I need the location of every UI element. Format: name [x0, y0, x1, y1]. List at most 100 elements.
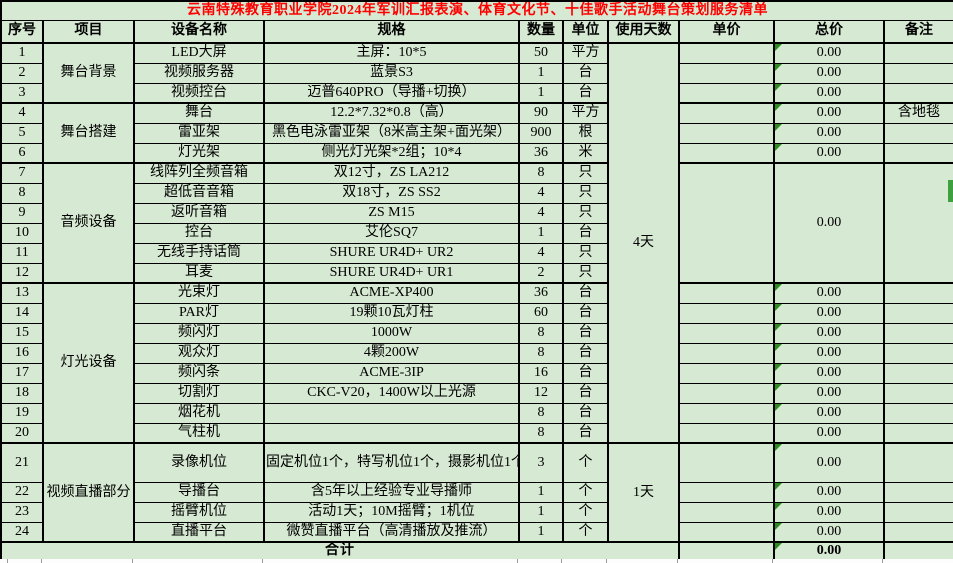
cell-total-price[interactable]: 0.00: [773, 422, 885, 444]
cell-spec[interactable]: 蓝景S3: [263, 62, 520, 84]
col-header-note[interactable]: 备注: [883, 19, 953, 44]
cell-note[interactable]: [883, 501, 953, 523]
cell-spec[interactable]: 迈普640PRO（导播+切换）: [263, 82, 520, 104]
cell-unit-price[interactable]: [678, 481, 775, 503]
cell-qty[interactable]: 1: [518, 82, 564, 104]
cell-unit[interactable]: 只: [562, 262, 609, 284]
cell-name[interactable]: PAR灯: [133, 302, 265, 324]
cell-unit-price[interactable]: [678, 82, 775, 104]
cell-name[interactable]: 录像机位: [133, 442, 265, 483]
footer-total-label[interactable]: 合计: [0, 541, 680, 561]
cell-note[interactable]: [883, 362, 953, 384]
cell-name[interactable]: 耳麦: [133, 262, 265, 284]
cell-qty[interactable]: 36: [518, 142, 564, 164]
cell-name[interactable]: 切割灯: [133, 382, 265, 404]
cell-total-price[interactable]: 0.00: [773, 42, 885, 64]
cell-days[interactable]: 4天: [607, 42, 680, 444]
cell-note[interactable]: [883, 322, 953, 344]
cell-qty[interactable]: 4: [518, 182, 564, 204]
cell-note[interactable]: [883, 162, 953, 284]
cell-category[interactable]: 舞台搭建: [42, 102, 135, 164]
cell-unit-price[interactable]: [678, 302, 775, 324]
cell-unit[interactable]: 根: [562, 122, 609, 144]
cell-total-price[interactable]: 0.00: [773, 442, 885, 483]
cell-qty[interactable]: 3: [518, 442, 564, 483]
cell-unit-price[interactable]: [678, 501, 775, 523]
cell-note[interactable]: [883, 442, 953, 483]
cell-name[interactable]: 视频服务器: [133, 62, 265, 84]
cell-qty[interactable]: 90: [518, 102, 564, 124]
cell-spec[interactable]: 微赞直播平台（高清播放及推流）: [263, 521, 520, 543]
cell-name[interactable]: 视频控台: [133, 82, 265, 104]
col-header-no[interactable]: 序号: [0, 19, 44, 44]
cell-category[interactable]: 音频设备: [42, 162, 135, 284]
cell-name[interactable]: 雷亚架: [133, 122, 265, 144]
cell-total-price[interactable]: 0.00: [773, 342, 885, 364]
cell-total-price[interactable]: 0.00: [773, 302, 885, 324]
cell-unit[interactable]: 台: [562, 82, 609, 104]
cell-no[interactable]: 8: [0, 182, 44, 204]
cell-no[interactable]: 12: [0, 262, 44, 284]
cell-qty[interactable]: 1: [518, 501, 564, 523]
cell-unit-price[interactable]: [678, 422, 775, 444]
cell-no[interactable]: 1: [0, 42, 44, 64]
cell-spec[interactable]: 活动1天；10M摇臂；1机位: [263, 501, 520, 523]
cell-spec[interactable]: 双18寸，ZS SS2: [263, 182, 520, 204]
cell-total-price[interactable]: 0.00: [773, 142, 885, 164]
cell-total-price[interactable]: 0.00: [773, 362, 885, 384]
cell-category[interactable]: 灯光设备: [42, 282, 135, 444]
cell-spec[interactable]: 侧光灯光架*2组；10*4: [263, 142, 520, 164]
cell-note[interactable]: [883, 62, 953, 84]
cell-qty[interactable]: 8: [518, 342, 564, 364]
cell-unit[interactable]: 台: [562, 402, 609, 424]
cell-name[interactable]: 观众灯: [133, 342, 265, 364]
cell-spec[interactable]: [263, 422, 520, 444]
cell-days[interactable]: 1天: [607, 442, 680, 543]
cell-unit-price[interactable]: [678, 382, 775, 404]
cell-spec[interactable]: SHURE UR4D+ UR1: [263, 262, 520, 284]
cell-spec[interactable]: ACME-XP400: [263, 282, 520, 304]
cell-unit-price[interactable]: [678, 521, 775, 543]
cell-no[interactable]: 6: [0, 142, 44, 164]
cell-unit[interactable]: 台: [562, 362, 609, 384]
cell-note[interactable]: [883, 481, 953, 503]
cell-note[interactable]: 含地毯: [883, 102, 953, 124]
col-header-total-price[interactable]: 总价: [773, 19, 885, 44]
cell-qty[interactable]: 8: [518, 402, 564, 424]
cell-name[interactable]: 气柱机: [133, 422, 265, 444]
cell-qty[interactable]: 4: [518, 242, 564, 264]
cell-spec[interactable]: 含5年以上经验专业导播师: [263, 481, 520, 503]
cell-name[interactable]: 灯光架: [133, 142, 265, 164]
cell-total-price[interactable]: 0.00: [773, 382, 885, 404]
cell-total-price[interactable]: 0.00: [773, 122, 885, 144]
cell-no[interactable]: 2: [0, 62, 44, 84]
cell-qty[interactable]: 1: [518, 222, 564, 244]
cell-qty[interactable]: 8: [518, 422, 564, 444]
cell-total-price[interactable]: 0.00: [773, 82, 885, 104]
cell-name[interactable]: 频闪灯: [133, 322, 265, 344]
cell-no[interactable]: 7: [0, 162, 44, 184]
cell-no[interactable]: 10: [0, 222, 44, 244]
cell-no[interactable]: 23: [0, 501, 44, 523]
cell-unit[interactable]: 台: [562, 302, 609, 324]
cell-spec[interactable]: 19颗10瓦灯柱: [263, 302, 520, 324]
cell-note[interactable]: [883, 382, 953, 404]
cell-note[interactable]: [883, 342, 953, 364]
cell-unit-price[interactable]: [678, 342, 775, 364]
cell-name[interactable]: 超低音音箱: [133, 182, 265, 204]
cell-spec[interactable]: [263, 402, 520, 424]
cell-qty[interactable]: 8: [518, 322, 564, 344]
cell-unit[interactable]: 个: [562, 501, 609, 523]
cell-unit-price[interactable]: [678, 162, 775, 284]
cell-note[interactable]: [883, 541, 953, 561]
cell-unit[interactable]: 只: [562, 182, 609, 204]
cell-name[interactable]: 烟花机: [133, 402, 265, 424]
cell-unit[interactable]: 台: [562, 222, 609, 244]
cell-unit-price[interactable]: [678, 402, 775, 424]
cell-unit-price[interactable]: [678, 282, 775, 304]
cell-unit[interactable]: 平方: [562, 42, 609, 64]
cell-category[interactable]: 舞台背景: [42, 42, 135, 104]
cell-unit[interactable]: 台: [562, 422, 609, 444]
cell-unit-price[interactable]: [678, 142, 775, 164]
col-header-qty[interactable]: 数量: [518, 19, 564, 44]
